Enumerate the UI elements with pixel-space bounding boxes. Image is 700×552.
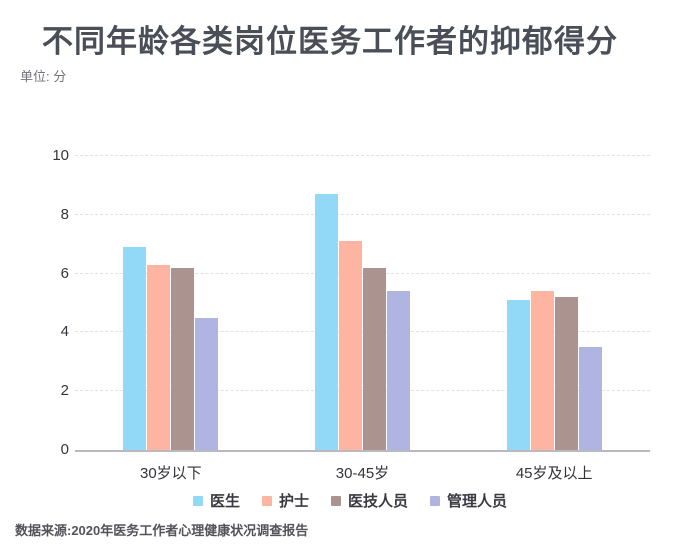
- x-axis-label-45-plus: 45岁及以上: [515, 465, 593, 482]
- legend-item-medtech: 医技人员: [331, 490, 408, 511]
- bar-admin-30-45: [386, 291, 410, 450]
- legend-swatch-admin: [430, 495, 441, 506]
- legend-item-nurse: 护士: [261, 490, 309, 511]
- bar-doctor-45-plus: [506, 300, 530, 450]
- y-axis-label-0: 0: [60, 441, 69, 458]
- y-axis-label-4: 4: [60, 323, 69, 341]
- legend-swatch-doctor: [192, 495, 203, 506]
- bar-nurse-under-30: [147, 264, 171, 450]
- y-axis-label-8: 8: [60, 205, 69, 223]
- x-axis-label-30-45: 30-45岁: [335, 465, 390, 482]
- bar-medtech-under-30: [171, 267, 195, 450]
- gridline-y4: [75, 331, 650, 333]
- x-axis-label-under-30: 30岁以下: [139, 465, 202, 482]
- legend-label-doctor: 医生: [209, 493, 240, 510]
- legend-item-admin: 管理人员: [430, 490, 507, 511]
- gridline-y2: [75, 390, 650, 392]
- legend-swatch-nurse: [261, 495, 272, 506]
- y-axis-label-6: 6: [60, 264, 69, 282]
- legend-label-medtech: 医技人员: [348, 493, 409, 510]
- bar-medtech-45-plus: [554, 297, 578, 450]
- bar-doctor-under-30: [123, 247, 147, 450]
- source-note: 数据来源:2020年医务工作者心理健康状况调查报告: [15, 523, 309, 538]
- bar-admin-under-30: [195, 317, 219, 450]
- legend-item-doctor: 医生: [192, 490, 240, 511]
- bar-doctor-30-45: [314, 194, 338, 450]
- bar-medtech-30-45: [362, 267, 386, 450]
- gridline-y10: [75, 155, 650, 156]
- bar-group-45-plus: [458, 158, 650, 450]
- legend: 医生 护士 医技人员 管理人员: [0, 490, 700, 511]
- legend-label-admin: 管理人员: [447, 493, 508, 510]
- bar-group-30-45: [267, 158, 459, 450]
- y-axis-label-10: 10: [52, 147, 69, 164]
- gridline-y6: [75, 272, 650, 274]
- bar-nurse-45-plus: [530, 291, 554, 450]
- bar-group-under-30: [75, 158, 267, 450]
- chart-title: 不同年龄各类岗位医务工作者的抑郁得分: [42, 24, 618, 59]
- y-axis-label-2: 2: [60, 382, 69, 400]
- unit-label: 单位: 分: [20, 69, 67, 84]
- bar-admin-45-plus: [578, 347, 602, 450]
- legend-swatch-medtech: [331, 495, 341, 506]
- gridline-y8: [75, 213, 650, 215]
- legend-label-nurse: 护士: [278, 493, 309, 510]
- plot-area: 0 2 4 6 8 10 30岁以下 30-45岁 45岁及以上: [52, 147, 650, 482]
